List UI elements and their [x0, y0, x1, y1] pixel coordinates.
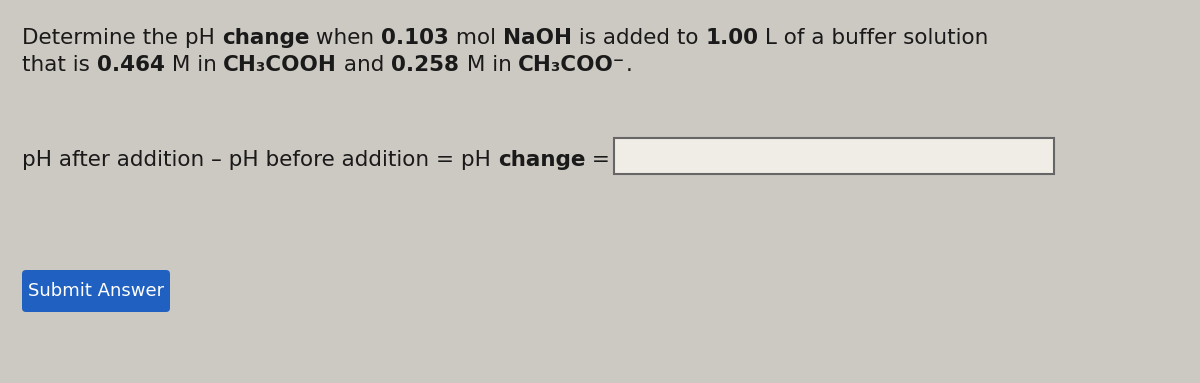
Text: M in: M in	[460, 55, 518, 75]
Text: pH after addition – pH before addition = pH: pH after addition – pH before addition =…	[22, 150, 498, 170]
Text: CH₃COOH: CH₃COOH	[223, 55, 337, 75]
Text: and: and	[337, 55, 391, 75]
Text: 0.464: 0.464	[97, 55, 164, 75]
Text: is added to: is added to	[572, 28, 706, 48]
Text: 0.103: 0.103	[382, 28, 449, 48]
Text: =: =	[586, 150, 610, 170]
FancyBboxPatch shape	[22, 270, 170, 312]
Text: that is: that is	[22, 55, 97, 75]
Text: change: change	[222, 28, 310, 48]
Text: CH₃COO⁻: CH₃COO⁻	[518, 55, 625, 75]
Text: 1.00: 1.00	[706, 28, 758, 48]
Text: M in: M in	[164, 55, 223, 75]
Text: Determine the pH: Determine the pH	[22, 28, 222, 48]
Text: when: when	[310, 28, 382, 48]
Text: change: change	[498, 150, 586, 170]
Text: NaOH: NaOH	[503, 28, 572, 48]
Text: .: .	[625, 55, 632, 75]
Text: mol: mol	[449, 28, 503, 48]
Text: Submit Answer: Submit Answer	[28, 282, 164, 300]
Text: L of a buffer solution: L of a buffer solution	[758, 28, 989, 48]
Text: 0.258: 0.258	[391, 55, 460, 75]
Bar	[614, 138, 1054, 174]
